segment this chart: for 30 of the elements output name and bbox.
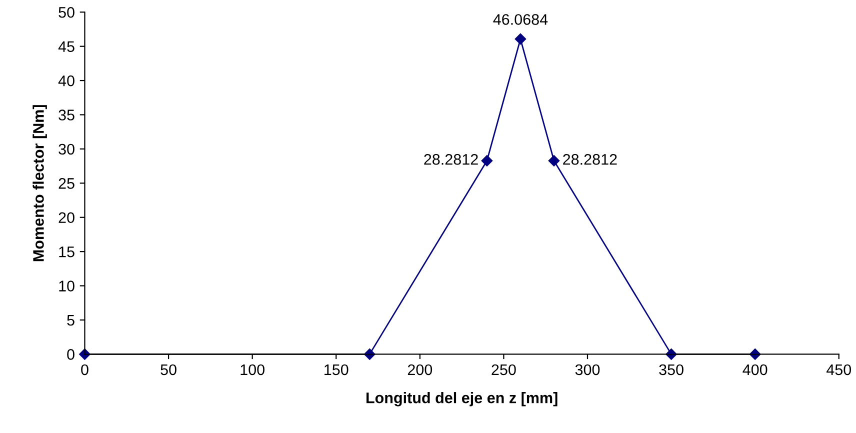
x-tick-label: 450 xyxy=(826,364,852,376)
y-axis-title: Momento flector [Nm] xyxy=(32,105,47,262)
x-tick-label: 350 xyxy=(659,364,684,376)
y-tick-label: 15 xyxy=(59,246,74,258)
y-tick-label: 30 xyxy=(58,144,74,155)
data-label: 46.0684 xyxy=(493,14,548,25)
x-tick-label: 0 xyxy=(81,364,88,376)
x-tick-label: 150 xyxy=(324,364,348,376)
x-tick-label: 100 xyxy=(240,364,264,376)
y-tick-label: 20 xyxy=(58,212,74,224)
y-tick-label: 5 xyxy=(67,315,74,326)
point xyxy=(481,155,493,166)
x-axis-title: Longitud del eje en z [mm] xyxy=(366,392,558,406)
y-tick-label: 50 xyxy=(58,6,74,18)
x-tick-label: 400 xyxy=(742,364,768,376)
x-tick-label: 200 xyxy=(408,364,432,376)
y-tick-label: 10 xyxy=(59,280,74,292)
point xyxy=(749,348,761,360)
y-tick-label: 0 xyxy=(67,349,74,360)
y-tick-label: 45 xyxy=(58,41,74,52)
x-tick-label: 50 xyxy=(160,364,176,376)
point xyxy=(548,155,560,166)
y-tick-label: 40 xyxy=(58,75,74,86)
x-tick-label: 250 xyxy=(492,364,516,376)
x-tick-label: 300 xyxy=(575,364,600,376)
point xyxy=(514,33,526,45)
y-tick-label: 35 xyxy=(58,110,74,120)
data-label: 28.2812 xyxy=(424,154,478,165)
y-tick-label: 25 xyxy=(58,178,74,189)
data-label: 28.2812 xyxy=(563,154,617,165)
